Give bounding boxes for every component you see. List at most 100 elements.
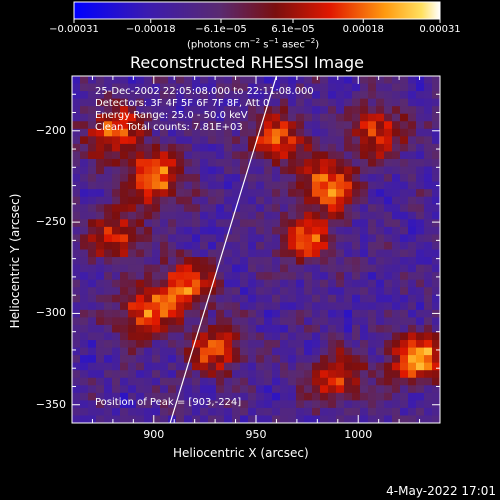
heatmap-cell (280, 166, 289, 175)
heatmap-cell (272, 324, 281, 334)
heatmap-cell (264, 166, 273, 175)
heatmap-cell (168, 211, 177, 220)
heatmap-cell (152, 166, 161, 175)
heatmap-cell (288, 83, 297, 92)
heatmap-cell (216, 166, 225, 175)
heatmap-cell (400, 347, 409, 356)
heatmap-cell (248, 370, 257, 379)
heatmap-cell (208, 136, 217, 145)
heatmap-cell (320, 257, 329, 266)
heatmap-cell (216, 264, 225, 273)
heatmap-cell (144, 189, 153, 198)
heatmap-cell (104, 302, 113, 311)
heatmap-cell (312, 407, 321, 417)
heatmap-cell (104, 196, 113, 205)
heatmap-cell (80, 189, 89, 198)
heatmap-cell (184, 83, 193, 92)
heatmap-cell (192, 83, 201, 92)
heatmap-cell (328, 272, 337, 281)
heatmap-cell (376, 249, 385, 258)
heatmap-cell (152, 355, 161, 364)
heatmap-cell (376, 166, 385, 175)
heatmap-cell (416, 211, 425, 220)
heatmap-cell (136, 204, 145, 213)
heatmap-cell (112, 317, 121, 326)
heatmap-cell (400, 272, 409, 281)
heatmap-cell (120, 249, 129, 258)
heatmap-cell (376, 377, 385, 386)
heatmap-cell (344, 196, 353, 205)
heatmap-cell (88, 309, 97, 318)
heatmap-cell (224, 340, 233, 349)
colorbar-tick-label: 0.00018 (342, 24, 384, 35)
heatmap-cell (248, 362, 257, 371)
heatmap-cell (112, 309, 121, 318)
heatmap-cell (360, 257, 369, 266)
heatmap-cell (248, 347, 257, 356)
heatmap-cell (288, 143, 297, 153)
heatmap-cell (328, 407, 337, 417)
heatmap-cell (192, 377, 201, 386)
heatmap-cell (200, 385, 209, 394)
heatmap-cell (304, 174, 313, 183)
heatmap-cell (80, 279, 89, 288)
heatmap-cell (336, 113, 345, 122)
heatmap-cell (376, 83, 385, 92)
heatmap-cell (216, 332, 225, 341)
heatmap-cell (160, 204, 169, 213)
heatmap-cell (80, 121, 89, 130)
heatmap-cell (400, 113, 409, 122)
heatmap-cell (432, 143, 440, 153)
heatmap-cell (120, 166, 129, 175)
heatmap-cell (112, 226, 121, 236)
heatmap-cell (144, 377, 153, 386)
heatmap-cell (136, 347, 145, 356)
heatmap-cell (248, 128, 257, 137)
heatmap-cell (360, 241, 369, 251)
heatmap-cell (312, 121, 321, 130)
heatmap-cell (416, 113, 425, 122)
heatmap-cell (88, 400, 97, 409)
heatmap-cell (208, 151, 217, 160)
heatmap-cell (360, 83, 369, 92)
heatmap-cell (328, 166, 337, 175)
heatmap-cell (288, 392, 297, 401)
heatmap-cell (160, 241, 169, 251)
heatmap-cell (160, 370, 169, 379)
heatmap-cell (120, 400, 129, 409)
heatmap-cell (416, 219, 425, 228)
heatmap-cell (120, 385, 129, 394)
heatmap-cell (224, 407, 233, 417)
heatmap-cell (416, 347, 425, 356)
heatmap-cell (144, 264, 153, 273)
heatmap-cell (384, 91, 393, 100)
heatmap-cell (80, 392, 89, 401)
heatmap-cell (256, 415, 265, 423)
heatmap-cell (360, 181, 369, 190)
heatmap-cell (272, 128, 281, 137)
heatmap-cell (80, 287, 89, 296)
heatmap-cell (320, 241, 329, 251)
heatmap-cell (288, 241, 297, 251)
heatmap-cell (264, 362, 273, 371)
heatmap-cell (240, 211, 249, 220)
heatmap-cell (368, 226, 377, 236)
heatmap-cell (208, 415, 217, 423)
heatmap-cell (416, 181, 425, 190)
heatmap-cell (312, 91, 321, 100)
heatmap-cell (272, 113, 281, 122)
heatmap-cell (256, 264, 265, 273)
heatmap-cell (384, 83, 393, 92)
heatmap-cell (432, 257, 440, 266)
heatmap-cell (160, 128, 169, 137)
heatmap-cell (128, 392, 137, 401)
heatmap-cell (312, 226, 321, 236)
heatmap-cell (288, 309, 297, 318)
heatmap-cell (168, 219, 177, 228)
heatmap-cell (336, 211, 345, 220)
heatmap-cell (216, 143, 225, 153)
heatmap-cell (336, 264, 345, 273)
heatmap-cell (288, 76, 297, 85)
heatmap-cell (128, 287, 137, 296)
heatmap-cell (296, 309, 305, 318)
